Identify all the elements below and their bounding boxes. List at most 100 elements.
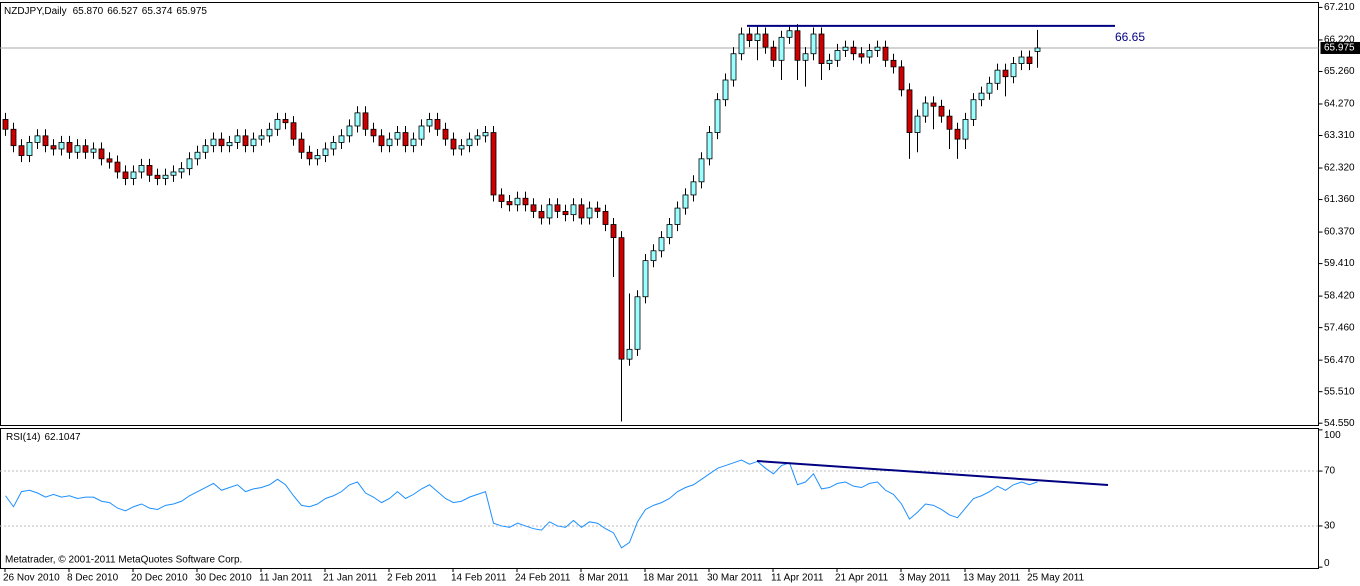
candle-body bbox=[402, 132, 409, 147]
x-tick-label: 11 Apr 2011 bbox=[771, 573, 824, 584]
candle-body bbox=[258, 135, 265, 140]
candle-body bbox=[922, 102, 929, 117]
candle-body bbox=[914, 115, 921, 133]
candle-body bbox=[754, 33, 761, 41]
header-value: 65.374 bbox=[142, 6, 173, 17]
y-tick-label: 65.260 bbox=[1324, 66, 1355, 77]
candle-body bbox=[594, 207, 601, 212]
candle-body bbox=[434, 119, 441, 130]
header-value: 66.527 bbox=[107, 6, 138, 17]
candle-body bbox=[146, 164, 153, 176]
candle-body bbox=[2, 119, 9, 130]
candle-body bbox=[306, 151, 313, 160]
candle-body bbox=[946, 115, 953, 130]
candle-body bbox=[1010, 63, 1017, 78]
candle-body bbox=[378, 135, 385, 147]
x-tick-label: 8 Mar 2011 bbox=[579, 573, 629, 584]
y-tick-label: 56.470 bbox=[1324, 355, 1355, 366]
candle-body bbox=[978, 92, 985, 101]
candle-body bbox=[58, 142, 65, 150]
candle-body bbox=[794, 30, 801, 61]
candle-body bbox=[810, 33, 817, 55]
rsi-line bbox=[5, 459, 1038, 549]
candle-body bbox=[1002, 69, 1009, 78]
x-tick-label: 21 Apr 2011 bbox=[835, 573, 889, 584]
y-tick-label: 57.460 bbox=[1324, 322, 1355, 333]
y-tick-label: 55.510 bbox=[1324, 386, 1355, 397]
candle-body bbox=[442, 128, 449, 140]
candle-body bbox=[122, 171, 129, 179]
rsi-y-tick-label: 30 bbox=[1324, 521, 1336, 532]
candle-body bbox=[674, 207, 681, 225]
candle-body bbox=[706, 132, 713, 160]
candle-body bbox=[818, 33, 825, 64]
candle-body bbox=[346, 125, 353, 137]
candle-body bbox=[170, 171, 177, 176]
rsi-title: RSI(14) bbox=[6, 432, 40, 443]
candle-body bbox=[714, 99, 721, 133]
x-tick-label: 8 Dec 2010 bbox=[67, 573, 119, 584]
candle-body bbox=[266, 128, 273, 137]
candle-body bbox=[250, 138, 257, 147]
candle-body bbox=[82, 145, 89, 153]
y-tick-label: 66.220 bbox=[1324, 35, 1355, 46]
candle-body bbox=[738, 33, 745, 55]
candle-body bbox=[274, 119, 281, 130]
resistance-label: 66.65 bbox=[1115, 30, 1145, 44]
rsi-current: 62.1047 bbox=[44, 432, 81, 443]
candle-body bbox=[426, 119, 433, 127]
current-price-label: 65.975 bbox=[1324, 43, 1355, 54]
y-tick-label: 59.410 bbox=[1324, 258, 1355, 269]
candle-body bbox=[74, 145, 81, 153]
candle-body bbox=[394, 132, 401, 140]
price-panel bbox=[0, 2, 1319, 426]
candle-body bbox=[842, 46, 849, 51]
candle-body bbox=[778, 36, 785, 61]
candle-body bbox=[298, 138, 305, 153]
x-tick-label: 13 May 2011 bbox=[963, 573, 1021, 584]
rsi-trendline bbox=[756, 460, 1109, 486]
y-tick-label: 60.370 bbox=[1324, 227, 1355, 238]
candle-body bbox=[314, 155, 321, 160]
candle-body bbox=[970, 99, 977, 120]
y-tick-label: 61.360 bbox=[1324, 194, 1355, 205]
candle-body bbox=[802, 53, 809, 61]
candle-body bbox=[210, 138, 217, 147]
candle-body bbox=[506, 201, 513, 206]
candle-body bbox=[114, 161, 121, 173]
x-tick-label: 30 Mar 2011 bbox=[707, 573, 763, 584]
candle-body bbox=[498, 194, 505, 202]
candle-body bbox=[186, 158, 193, 170]
chart-title: NZDJPY,Daily bbox=[4, 6, 67, 17]
y-tick-label: 64.270 bbox=[1324, 99, 1355, 110]
candle-body bbox=[106, 158, 113, 163]
x-tick-label: 24 Feb 2011 bbox=[515, 573, 571, 584]
candle-body bbox=[658, 237, 665, 252]
candle-body bbox=[154, 174, 161, 179]
candle-body bbox=[986, 82, 993, 94]
x-tick-label: 20 Dec 2010 bbox=[131, 573, 188, 584]
candle-body bbox=[666, 224, 673, 239]
x-tick-label: 18 Mar 2011 bbox=[643, 573, 699, 584]
candle-body bbox=[482, 132, 489, 137]
candle-body bbox=[386, 138, 393, 147]
y-tick-label: 63.310 bbox=[1324, 130, 1355, 141]
candle-body bbox=[770, 46, 777, 61]
candle-body bbox=[626, 348, 633, 360]
candle-body bbox=[34, 135, 41, 143]
x-tick-label: 14 Feb 2011 bbox=[451, 573, 507, 584]
x-tick-label: 3 May 2011 bbox=[899, 573, 951, 584]
x-tick-label: 30 Dec 2010 bbox=[195, 573, 252, 584]
candle-body bbox=[642, 260, 649, 298]
chart-header: NZDJPY,Daily 65.870 66.527 65.374 65.975 bbox=[4, 6, 207, 17]
candle-body bbox=[530, 204, 537, 212]
candle-body bbox=[18, 145, 25, 156]
candle-body bbox=[762, 33, 769, 48]
x-tick-label: 25 May 2011 bbox=[1027, 573, 1085, 584]
candle-body bbox=[722, 79, 729, 101]
candle-body bbox=[906, 89, 913, 133]
rsi-header: RSI(14) 62.1047 bbox=[6, 432, 81, 443]
candle-body bbox=[322, 148, 329, 156]
candle-body bbox=[42, 135, 49, 147]
